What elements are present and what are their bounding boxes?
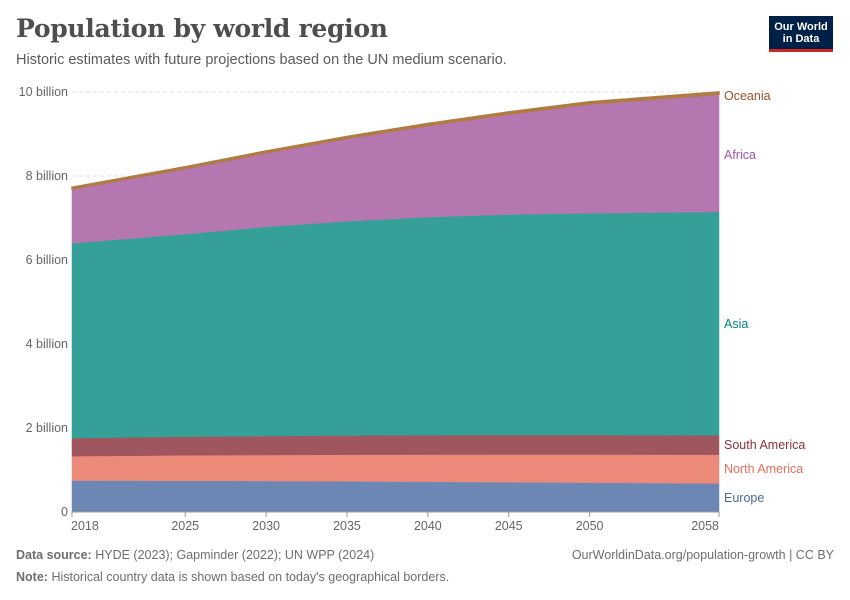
data-source: Data source: HYDE (2023); Gapminder (202… <box>16 548 374 562</box>
axes: 0 2 billion 4 billion 6 billion 8 billion 10 … <box>19 85 720 533</box>
series-label-north-america: North America <box>724 462 803 476</box>
chart-subtitle: Historic estimates with future projectio… <box>16 52 507 68</box>
area-oceania <box>71 91 720 190</box>
series-label-africa: Africa <box>724 148 756 162</box>
chart-title: Population by world region <box>16 14 388 43</box>
y-tick-label: 2 billion <box>26 421 68 435</box>
area-europe <box>71 480 720 513</box>
note-label: Note: <box>16 570 48 584</box>
x-tick-label: 2040 <box>414 519 442 533</box>
x-tick-label: 2035 <box>333 519 361 533</box>
x-tick-label: 2045 <box>495 519 523 533</box>
note: Note: Historical country data is shown b… <box>16 570 449 584</box>
logo-line-2: in Data <box>782 33 820 45</box>
series-label-europe: Europe <box>724 491 764 505</box>
note-text: Historical country data is shown based o… <box>51 570 450 584</box>
area-north-america <box>71 454 720 484</box>
data-source-label: Data source: <box>16 548 92 562</box>
area-south-america <box>71 434 720 457</box>
x-tick-label: 2050 <box>576 519 604 533</box>
y-tick-label: 0 <box>61 505 68 519</box>
area-asia <box>71 211 720 439</box>
series-label-south-america: South America <box>724 438 805 452</box>
y-tick-label: 4 billion <box>26 337 68 351</box>
x-tick-label: 2030 <box>252 519 280 533</box>
x-tick-label: 2018 <box>71 519 99 533</box>
owid-logo[interactable]: Our World in Data <box>769 16 833 52</box>
y-tick-label: 6 billion <box>26 253 68 267</box>
x-tick-label: 2025 <box>171 519 199 533</box>
data-source-text[interactable]: HYDE (2023); Gapminder (2022); UN WPP (2… <box>95 548 375 562</box>
url-license[interactable]: OurWorldinData.org/population-growth | C… <box>571 548 834 562</box>
x-tick-label: 2058 <box>691 519 719 533</box>
area-series <box>71 91 720 513</box>
series-label-asia: Asia <box>724 317 748 331</box>
series-label-oceania: Oceania <box>724 89 771 103</box>
series-labels: Europe North America South America Asia Afri… <box>724 89 805 505</box>
y-tick-label: 8 billion <box>26 169 68 183</box>
logo-line-1: Our World <box>774 21 828 33</box>
y-tick-label: 10 billion <box>19 85 68 99</box>
